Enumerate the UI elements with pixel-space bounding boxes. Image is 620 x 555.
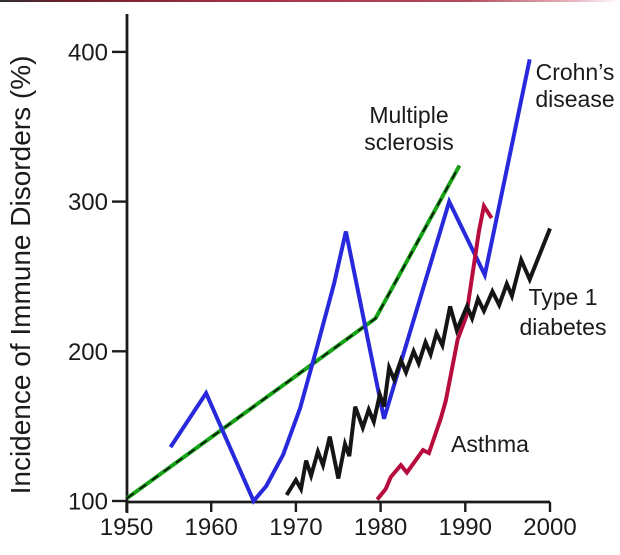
y-tick-label: 300 [68,189,108,216]
y-axis-title: Incidence of Immune Disorders (%) [5,56,36,495]
series-line-type-1-diabetes [284,227,552,497]
top-edge-border [0,0,620,2]
series-label-crohn-s-disease: Crohn’s disease [535,59,614,112]
y-tick-label: 400 [68,39,108,66]
series-line-dash-overlay-multiple-sclerosis [126,165,461,499]
x-tick-label: 1980 [354,514,407,541]
x-tick-label: 1950 [100,514,153,541]
x-tick-label: 2000 [523,514,576,541]
y-tick-label: 100 [68,489,108,516]
series-line-asthma [375,200,494,501]
series-label-multiple-sclerosis: Multiple sclerosis [364,102,453,155]
x-tick-label: 1990 [439,514,492,541]
x-tick-label: 1960 [185,514,238,541]
x-tick-label: 1970 [269,514,322,541]
y-tick-label: 200 [68,339,108,366]
series-label-type-1-diabetes: Type 1 diabetes [520,284,607,340]
series-line-crohn-s-disease [168,58,532,505]
series-label-asthma: Asthma [451,431,529,457]
